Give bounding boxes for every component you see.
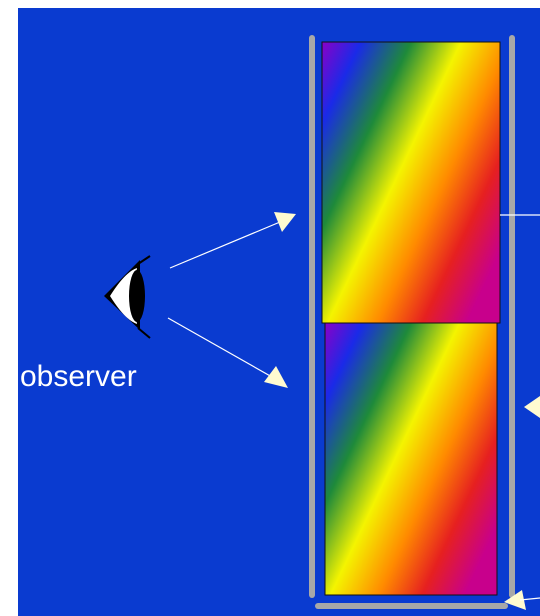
- bottom-panel: [324, 322, 498, 596]
- sight-arrows: [167, 212, 540, 610]
- observer-label: observer: [20, 360, 137, 393]
- top-panel: [321, 41, 501, 324]
- eye: [104, 255, 151, 339]
